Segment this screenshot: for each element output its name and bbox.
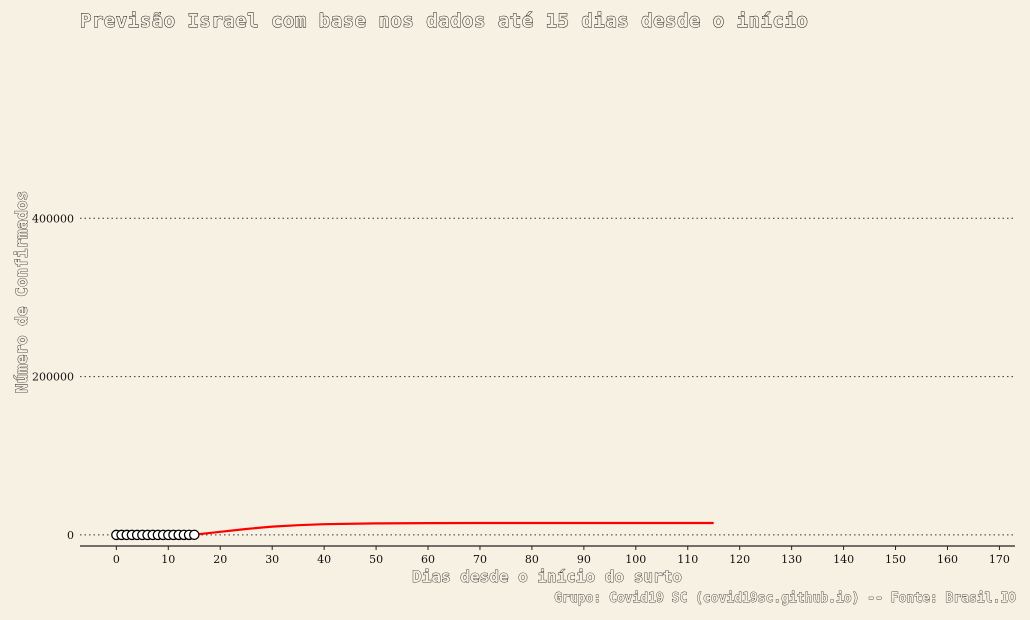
y-tick-label: 400000 [32,212,74,225]
forecast-line [194,521,714,536]
x-tick-label: 150 [885,553,906,566]
y-tick-label: 200000 [32,371,74,384]
x-tick-label: 90 [577,553,591,566]
x-tick-label: 10 [161,553,175,566]
x-tick-label: 110 [677,553,698,566]
x-tick-label: 130 [781,553,802,566]
caption: Grupo: Covid19 SC (covid19sc.github.io) … [554,591,1016,606]
x-tick-label: 20 [213,553,227,566]
x-tick-label: 160 [937,553,958,566]
y-tick-labels: 0 200000 400000 [32,212,74,542]
x-tick-label: 0 [113,553,120,566]
x-tick-label: 30 [265,553,279,566]
x-tick-label: 60 [421,553,435,566]
x-tick-label: 70 [473,553,487,566]
x-tick-label: 170 [989,553,1010,566]
x-tick-label: 120 [729,553,750,566]
grid [80,217,1015,536]
x-axis-label: Dias desde o início do surto [412,567,682,586]
axes [80,545,1015,550]
data-points-layer [111,529,200,541]
y-tick-label: 0 [67,529,74,542]
forecast-line-layer [194,521,714,536]
x-tick-label: 40 [317,553,331,566]
data-point [189,529,200,541]
x-tick-label: 100 [625,553,646,566]
x-tick-label: 140 [833,553,854,566]
x-tick-label: 50 [369,553,383,566]
chart-title: Previsão Israel com base nos dados até 1… [80,10,808,32]
x-tick-label: 80 [525,553,539,566]
y-axis-label: Número de Confirmados [12,191,31,393]
x-tick-labels: 0 10 20 30 40 50 60 70 80 90 100 110 120 130 140 150 160… [113,553,1010,566]
